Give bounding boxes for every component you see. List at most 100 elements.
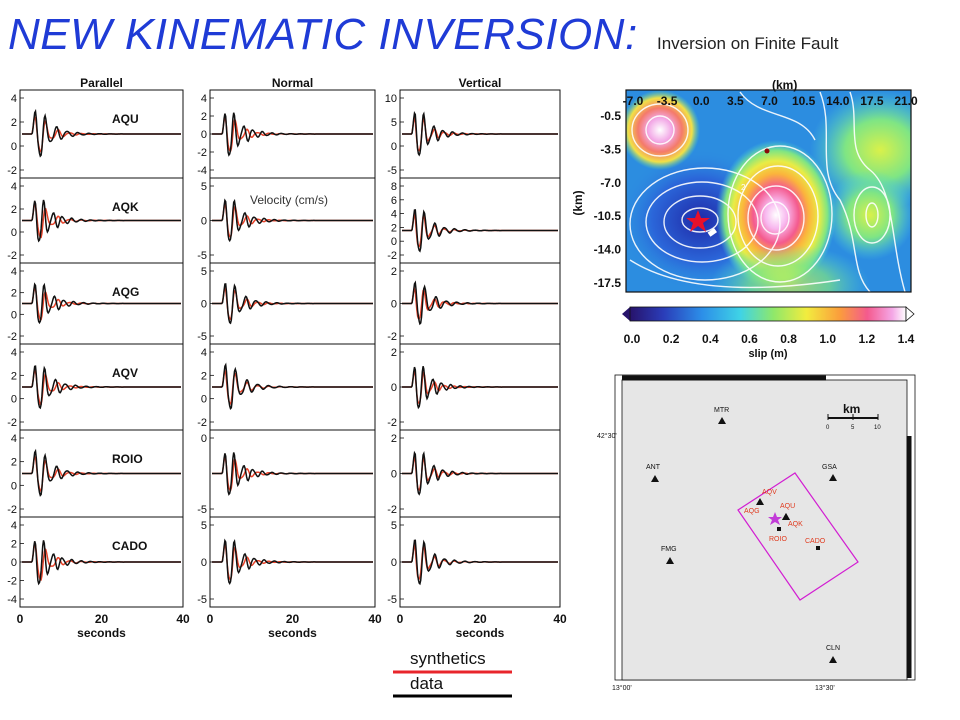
data-trace [402,280,558,326]
waveform-panel-parallel-cado: 4 2 0 -2 -4 CADO [7,516,184,608]
station-label-mtr: MTR [714,407,729,414]
xtick-label: 20 [95,612,109,626]
hypocenter-star-icon [686,210,710,232]
data-trace [22,540,181,586]
legend-synthetics-label: synthetics [410,649,486,668]
ytick-label: -2 [197,417,207,429]
waveform-panel-parallel-roio: 4 2 0 -2 ROIO [7,429,184,518]
waveform-panel-parallel-aqk: 4 2 0 -2 AQK [7,177,184,264]
colorbar-tick-label: 1.0 [819,332,836,346]
station-label-aqk: AQK [788,521,803,528]
ytick-label: 0 [11,394,17,406]
ytick-label: -5 [197,594,207,606]
ytick-label: -2 [7,250,17,262]
ytick-label: 0 [391,469,397,481]
ytick-label: -2 [7,165,17,177]
ytick-label: 5 [201,520,207,532]
slip-contours [629,91,906,292]
ytick-label: 2 [391,347,397,359]
scale-tick-10: 10 [874,425,881,431]
ytick-label: 0 [11,309,17,321]
fault-plane-outline [737,472,859,601]
colorbar-min-arrow [622,307,630,321]
contour-tag [707,228,717,237]
velocity-annotation: Velocity (cm/s) [250,193,328,207]
slip-ytick-label: -3.5 [600,142,621,156]
ytick-label: -5 [197,250,207,262]
ytick-label: 4 [11,93,17,105]
slide-subtitle: Inversion on Finite Fault [657,34,839,53]
column-title-vertical: Vertical [459,76,502,90]
ytick-label: 0 [201,129,207,141]
station-triangle-icon [718,417,726,424]
ytick-label: 0 [391,141,397,153]
waveform-panel-normal-aqv: 4 2 0 -2 [197,343,376,431]
station-map-area [621,379,908,681]
column-title-normal: Normal [272,76,313,90]
ytick-label: -5 [387,165,397,177]
slip-xtick-label: 7.0 [761,94,778,108]
station-label-aqv: AQV [762,489,777,496]
colorbar-tick-label: 0.6 [741,332,758,346]
waveform-panel-vertical-aqg: 2 0 -2 [387,262,561,345]
slip-map-xaxis: -7.0 -3.5 0.0 3.5 7.0 10.5 14.0 17.5 21.0 [623,94,918,108]
scale-tick-0: 0 [826,425,830,431]
ytick-label: -5 [197,504,207,516]
station-label-aqv: AQV [112,366,138,380]
waveform-panel-normal-aqu: 4 2 0 -2 -4 [197,89,376,179]
station-label-ant: ANT [646,464,661,471]
station-square-icon [777,527,781,531]
station-label-gsa: GSA [822,464,837,471]
ytick-label: 4 [11,266,17,278]
ytick-label: -4 [7,594,17,606]
ytick-label: -5 [387,594,397,606]
colorbar-tick-label: 0.8 [780,332,797,346]
colorbar-tick-label: 1.2 [859,332,876,346]
data-trace [22,108,181,158]
data-trace [22,199,181,243]
station-label-aqu: AQU [780,503,795,510]
station-triangle-icon [651,475,659,482]
ytick-label: 0 [201,557,207,569]
ytick-label: 2 [201,370,207,382]
data-trace [212,112,373,157]
colorbar-ticks: 0.0 0.2 0.4 0.6 0.8 1.0 1.2 1.4 [624,332,915,346]
xaxis-label-vertical: seconds [456,626,505,640]
ytick-label: -2 [7,417,17,429]
xtick-label: 40 [176,612,190,626]
waveform-panels: Parallel420-2AQU420-2AQK420-2AQG420-2AQV… [7,76,567,640]
colorbar-tick-label: 0.0 [624,332,641,346]
ytick-label: 4 [11,433,17,445]
column-title-parallel: Parallel [80,76,123,90]
xtick-label: 20 [473,612,487,626]
waveform-panel-vertical-aqk: 8 6 42 0 -2 [387,177,561,264]
data-trace [402,450,558,496]
slide-title: NEW KINEMATIC INVERSION: [8,10,638,59]
ytick-label: 0 [391,299,397,311]
ytick-label: 0 [11,480,17,492]
ytick-label: 5 [391,520,397,532]
xtick-label: 0 [207,612,214,626]
colorbar-max-arrow [905,306,915,322]
slip-map-ylabel: (km) [571,190,585,215]
ytick-label: -2 [7,504,17,516]
ytick-label: 2 [391,266,397,278]
station-label-aqg: AQG [112,285,139,299]
colorbar [629,306,907,322]
xtick-label: 40 [368,612,382,626]
xtick-label: 0 [397,612,404,626]
ytick-label: 0 [201,299,207,311]
waveform-panel-normal-aqg: 5 0 -5 [197,262,376,345]
waveform-panel-vertical-aqu: 10 5 0 -5 [385,89,561,179]
ytick-label: -2 [387,417,397,429]
scale-tick-5: 5 [851,425,855,431]
legend-data-label: data [410,674,444,693]
station-label-cado: CADO [805,538,826,545]
data-trace [212,198,373,243]
ytick-label: 0 [201,216,207,228]
waveform-panel-vertical-cado: 5 0 -5 [387,516,561,608]
waveform-panel-parallel-aqv: 4 2 0 -2 AQV [7,343,184,431]
slip-marker [764,148,770,154]
slip-xtick-label: -7.0 [623,94,644,108]
ytick-label: 2 [11,539,17,551]
